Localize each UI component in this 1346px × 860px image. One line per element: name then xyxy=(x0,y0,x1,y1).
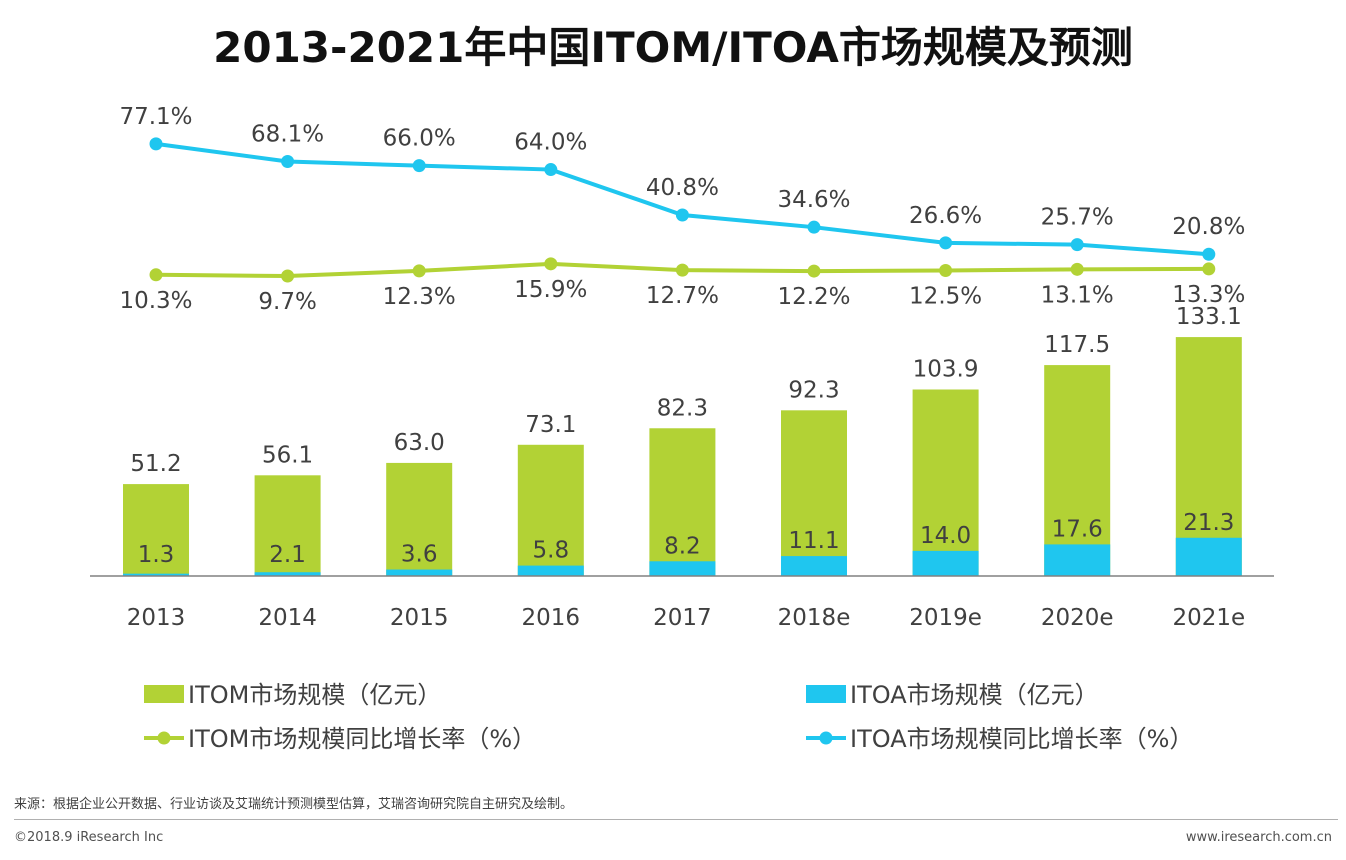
itoa-growth-label: 68.1% xyxy=(251,122,324,148)
itom-growth-point xyxy=(1202,262,1216,276)
itoa-growth-label: 40.8% xyxy=(646,175,719,201)
itoa-bar xyxy=(1175,537,1242,576)
itoa-bar xyxy=(1044,544,1111,576)
itoa-bar xyxy=(517,565,584,576)
itom-bar xyxy=(912,389,979,576)
itom-growth-point xyxy=(807,264,821,278)
itom-bar xyxy=(123,484,189,576)
itoa-growth-point xyxy=(412,159,426,173)
itom-growth-label: 12.5% xyxy=(909,284,982,310)
source-note: 来源：根据企业公开数据、行业访谈及艾瑞统计预测模型估算，艾瑞咨询研究院自主研究及… xyxy=(14,797,574,812)
itoa-growth-point xyxy=(675,208,689,222)
itoa-bar xyxy=(781,556,847,576)
itoa-growth-point xyxy=(1070,238,1084,252)
itoa-growth-point xyxy=(1202,247,1216,261)
itoa-value-label: 5.8 xyxy=(533,538,570,564)
chart-title: 2013-2021年中国ITOM/ITOA市场规模及预测 xyxy=(213,23,1133,72)
itoa-bar xyxy=(386,569,453,576)
x-tick-label: 2013 xyxy=(127,605,186,631)
bars-layer: 51.2 1.3 56.1 2.1 63.0 3.6 73.1 5.8 82.3 8.2 92.3 1… xyxy=(123,304,1242,576)
itoa-growth-label: 66.0% xyxy=(383,126,456,152)
lines-layer: 10.3% 9.7% 12.3% 15.9% 12.7% 12.2% 12.5% 13.1% 1… xyxy=(119,104,1245,315)
itoa-value-label: 1.3 xyxy=(138,542,175,568)
legend-itoa-line-marker xyxy=(819,731,833,745)
itoa-bar xyxy=(649,561,716,576)
itom-growth-label: 15.9% xyxy=(514,277,587,303)
footer-divider xyxy=(14,819,1338,820)
itom-value-label: 133.1 xyxy=(1176,304,1242,330)
itoa-growth-point xyxy=(939,236,953,250)
itoa-bar xyxy=(912,550,979,576)
itom-value-label: 73.1 xyxy=(525,412,576,438)
legend-itom-line-marker xyxy=(157,731,171,745)
x-tick-label: 2015 xyxy=(390,605,449,631)
legend-itom-bar-text: ITOM市场规模（亿元） xyxy=(188,681,441,709)
itoa-growth-point xyxy=(281,155,295,169)
copyright-text: ©2018.9 iResearch Inc xyxy=(14,830,164,845)
itoa-growth-point xyxy=(807,220,821,234)
itom-bar xyxy=(781,410,847,576)
itom-value-label: 117.5 xyxy=(1044,332,1110,358)
itoa-growth-point xyxy=(149,137,163,151)
itoa-value-label: 17.6 xyxy=(1052,516,1103,542)
itoa-bar xyxy=(254,572,321,576)
itoa-value-label: 11.1 xyxy=(788,528,839,554)
itom-growth-label: 13.3% xyxy=(1172,282,1245,308)
itom-value-label: 56.1 xyxy=(262,442,313,468)
chart-svg: 51.2 1.3 56.1 2.1 63.0 3.6 73.1 5.8 82.3 8.2 92.3 1… xyxy=(90,104,1274,753)
itom-bar xyxy=(1044,365,1111,576)
itom-growth-point xyxy=(675,263,689,277)
itom-growth-label: 13.1% xyxy=(1041,282,1114,308)
legend-itom-line-text: ITOM市场规模同比增长率（%） xyxy=(188,725,536,753)
itoa-growth-label: 64.0% xyxy=(514,130,587,156)
legend-itoa-bar-text: ITOA市场规模（亿元） xyxy=(850,681,1099,709)
x-tick-label: 2021e xyxy=(1172,605,1245,631)
itoa-growth-label: 25.7% xyxy=(1041,205,1114,231)
itoa-growth-point xyxy=(544,163,558,177)
legend-itoa-line-text: ITOA市场规模同比增长率（%） xyxy=(850,725,1193,753)
itoa-growth-label: 34.6% xyxy=(777,187,850,213)
itom-bar xyxy=(254,475,321,576)
x-tick-label: 2020e xyxy=(1041,605,1114,631)
itom-value-label: 82.3 xyxy=(657,395,708,421)
itom-growth-point xyxy=(281,269,295,283)
legend-itoa-bar-swatch xyxy=(806,685,846,703)
itom-growth-label: 9.7% xyxy=(258,289,316,315)
itom-value-label: 63.0 xyxy=(394,430,445,456)
itom-growth-label: 10.3% xyxy=(119,288,192,314)
itom-growth-point xyxy=(149,268,163,282)
itoa-value-label: 14.0 xyxy=(920,523,971,549)
itom-growth-label: 12.3% xyxy=(383,284,456,310)
x-tick-label: 2018e xyxy=(778,605,851,631)
itom-growth-point xyxy=(1070,262,1084,276)
itom-growth-label: 12.2% xyxy=(777,284,850,310)
itom-value-label: 92.3 xyxy=(788,377,839,403)
itom-growth-point xyxy=(544,257,558,271)
itoa-value-label: 2.1 xyxy=(269,542,306,568)
itoa-value-label: 8.2 xyxy=(664,533,701,559)
itom-growth-point xyxy=(939,264,953,277)
legend-layer: ITOM市场规模（亿元） ITOA市场规模（亿元） ITOM市场规模同比增长率（%）… xyxy=(144,681,1193,753)
itom-bar xyxy=(649,428,716,576)
x-tick-label: 2017 xyxy=(653,605,712,631)
itoa-bar xyxy=(123,573,189,576)
itoa-growth-label: 20.8% xyxy=(1172,214,1245,240)
itoa-growth-label: 77.1% xyxy=(119,104,192,130)
x-axis-layer: 2013 2014 2015 2016 2017 2018e 2019e 2020e 2021e xyxy=(90,575,1274,631)
itom-bar xyxy=(517,444,584,576)
itom-bar xyxy=(1175,337,1242,576)
x-tick-label: 2014 xyxy=(258,605,317,631)
itoa-growth-label: 26.6% xyxy=(909,203,982,229)
itom-growth-label: 12.7% xyxy=(646,283,719,309)
itom-growth-point xyxy=(412,264,426,278)
website-link[interactable]: www.iresearch.com.cn xyxy=(1185,830,1332,845)
x-tick-label: 2016 xyxy=(522,605,581,631)
itoa-value-label: 3.6 xyxy=(401,542,438,568)
itom-bar xyxy=(386,462,453,576)
x-tick-label: 2019e xyxy=(909,605,982,631)
itom-value-label: 103.9 xyxy=(913,356,979,382)
itoa-value-label: 21.3 xyxy=(1183,510,1234,536)
legend-itom-bar-swatch xyxy=(144,685,184,703)
itom-value-label: 51.2 xyxy=(130,451,181,477)
